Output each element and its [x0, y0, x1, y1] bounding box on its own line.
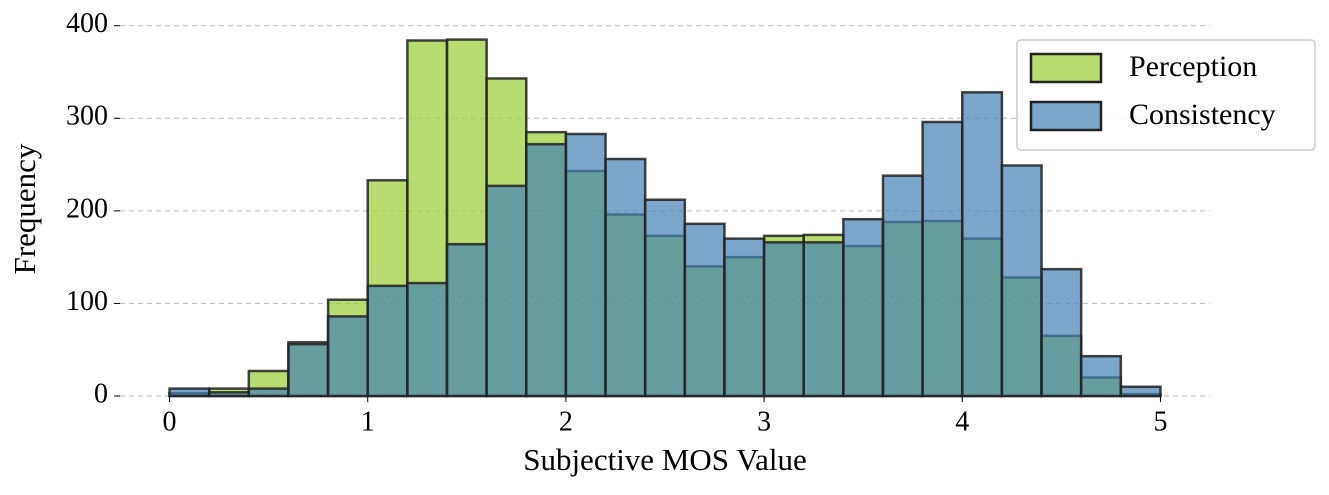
y-axis-label: Frequency — [7, 143, 42, 274]
bar — [1000, 164, 1043, 398]
bar — [406, 281, 449, 398]
x-tick-label: 0 — [163, 406, 177, 437]
y-tick-label: 300 — [66, 101, 108, 132]
bar — [842, 217, 885, 398]
bar — [564, 132, 607, 398]
legend-swatch — [1029, 52, 1103, 84]
bar — [1040, 267, 1083, 398]
bar — [168, 387, 211, 398]
y-tick-label: 200 — [66, 193, 108, 224]
x-tick-label: 3 — [757, 406, 771, 437]
bar — [1079, 354, 1123, 398]
legend-swatch — [1029, 100, 1103, 132]
y-tick-label: 100 — [66, 286, 108, 317]
bar — [961, 91, 1004, 398]
x-tick-label: 4 — [955, 406, 969, 437]
bar — [366, 284, 409, 398]
bar — [207, 391, 251, 398]
legend-label: Perception — [1129, 50, 1257, 83]
bar — [485, 184, 528, 398]
bar — [445, 242, 488, 398]
bar — [723, 237, 766, 398]
bar — [643, 198, 687, 398]
y-tick-label: 0 — [94, 378, 108, 409]
bar — [683, 222, 726, 398]
x-tick-label: 5 — [1153, 406, 1167, 437]
bar — [1119, 385, 1162, 398]
bar — [802, 241, 845, 398]
bar — [921, 120, 964, 398]
x-tick-label: 2 — [559, 406, 573, 437]
legend: Perception Consistency — [1016, 39, 1316, 151]
bar — [326, 315, 369, 398]
bar — [287, 342, 330, 398]
y-tick-label: 400 — [66, 8, 108, 39]
bar — [525, 142, 568, 398]
x-axis-label: Subjective MOS Value — [523, 442, 807, 477]
x-tick-label: 1 — [361, 406, 375, 437]
bar — [881, 174, 924, 398]
legend-label: Consistency — [1129, 98, 1276, 131]
bar — [247, 387, 290, 398]
bar — [762, 241, 805, 398]
bar — [604, 157, 647, 398]
